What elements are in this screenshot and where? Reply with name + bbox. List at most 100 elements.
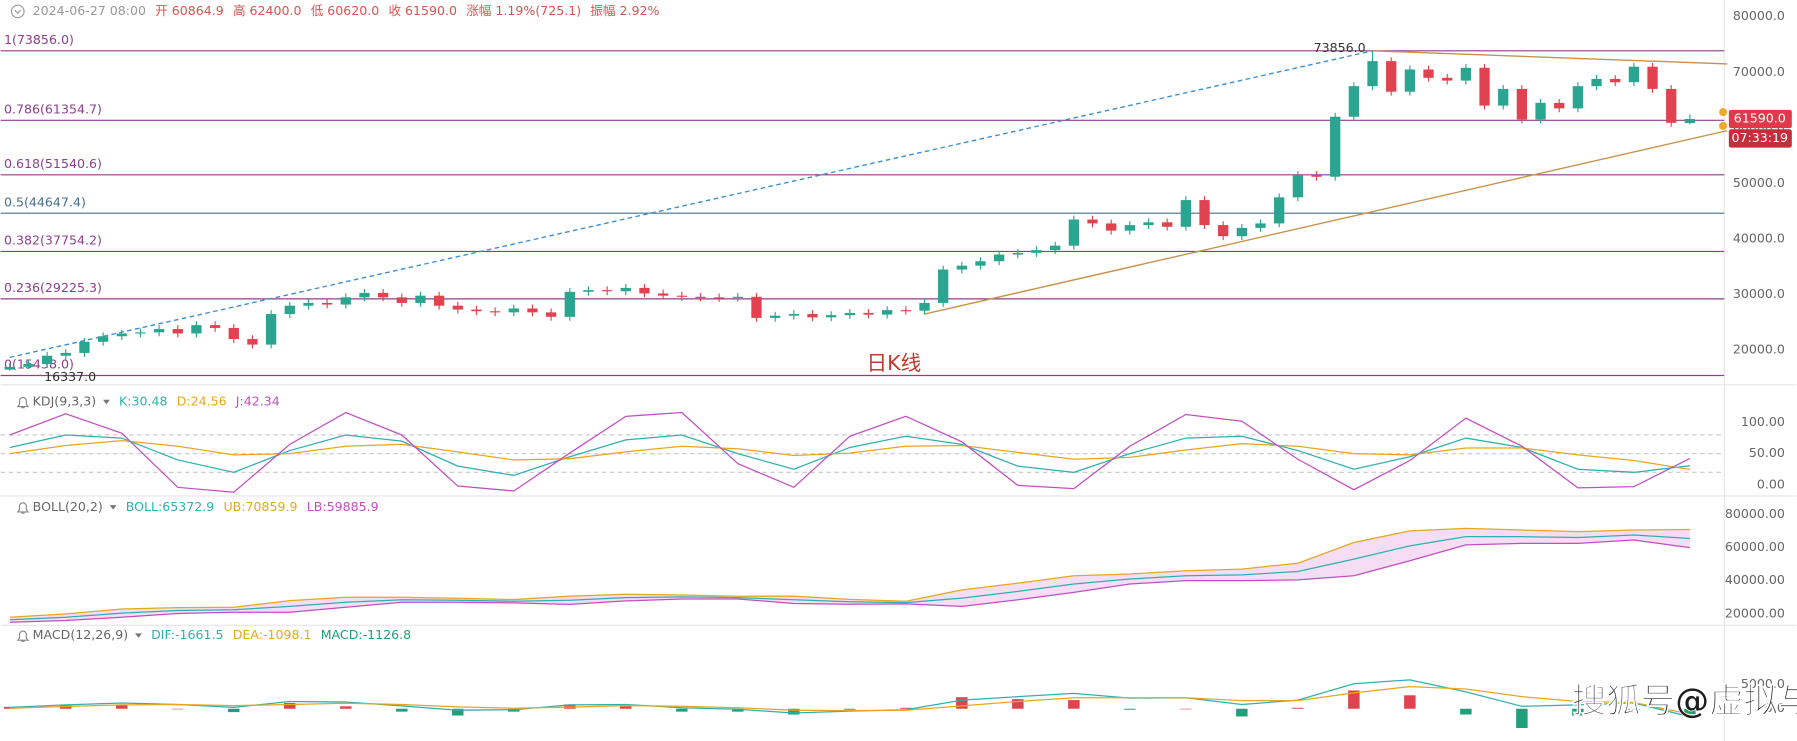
dropdown-icon[interactable] xyxy=(135,633,142,638)
macd-bar xyxy=(1404,695,1416,709)
candle-body xyxy=(527,308,538,313)
macd-bar xyxy=(1292,707,1304,709)
candle-body xyxy=(844,312,855,316)
candle-body xyxy=(601,290,613,292)
candle-body xyxy=(1479,67,1490,106)
icon-circle xyxy=(10,4,25,19)
candle-body xyxy=(1031,250,1042,253)
header-info: 2024-06-27 08:00 xyxy=(33,3,146,18)
bell-icon xyxy=(16,396,30,409)
dropdown-icon[interactable] xyxy=(109,505,117,510)
candle-body xyxy=(396,297,407,303)
candle-body xyxy=(1554,102,1565,109)
candle-body xyxy=(41,355,53,365)
candle-body xyxy=(1143,222,1154,226)
trendline xyxy=(1372,50,1728,65)
macd-bar xyxy=(116,704,128,709)
candle-body xyxy=(657,293,669,296)
indicator-readout: BOLL:65372.9 xyxy=(126,499,215,514)
y-tick-label: 0.00 xyxy=(1757,476,1785,491)
candle-body xyxy=(60,352,71,356)
candle-body xyxy=(732,296,743,298)
candle-body xyxy=(1012,252,1023,255)
candle-body xyxy=(508,308,519,313)
candle-body xyxy=(1068,219,1079,246)
y-tick-label: 40000.0 xyxy=(1733,230,1785,245)
candle-body xyxy=(1330,116,1341,177)
fib-label: 0.5(44647.4) xyxy=(4,194,86,209)
candle-body xyxy=(135,332,146,334)
candle-body xyxy=(695,296,706,298)
y-tick-label: 40000.00 xyxy=(1725,572,1785,587)
candle-body xyxy=(489,311,501,313)
indicator-line xyxy=(9,534,1690,621)
candle-body xyxy=(751,296,762,318)
indicator-readout: UB:70859.9 xyxy=(223,499,297,514)
macd-bar xyxy=(1124,708,1136,710)
indicator-line xyxy=(9,527,1690,618)
candle-body xyxy=(433,295,445,306)
fib-label: 0.236(29225.3) xyxy=(4,280,102,295)
candle-body xyxy=(153,329,165,333)
header-info: 开 60864.9 xyxy=(155,3,224,18)
y-tick-label: 5000.0 xyxy=(1741,676,1785,691)
candle-body xyxy=(994,254,1005,262)
macd-bar xyxy=(788,708,800,715)
macd-bar xyxy=(732,708,744,712)
macd-bar xyxy=(844,708,856,710)
y-tick-label: 70000.0 xyxy=(1733,64,1785,79)
candle-body xyxy=(583,290,594,292)
fib-label: 0.618(51540.6) xyxy=(4,156,102,171)
candle-body xyxy=(620,287,631,292)
candle-body xyxy=(639,287,650,294)
candle-body xyxy=(1535,102,1546,120)
candle-body xyxy=(116,333,127,337)
macd-bar xyxy=(1068,700,1080,709)
last-price-dot xyxy=(1719,108,1728,117)
macd-bar xyxy=(1628,708,1640,710)
candle-body xyxy=(97,336,109,342)
candle-body xyxy=(23,364,34,367)
candle-body xyxy=(1423,69,1434,78)
indicator-readout: J:42.34 xyxy=(235,393,280,408)
candle-body xyxy=(1367,61,1378,87)
indicator-header: BOLL(20,2) BOLL:65372.9 UB:70859.9 LB:59885… xyxy=(16,499,379,514)
y-tick-label: 60000.00 xyxy=(1725,539,1785,554)
candle-body xyxy=(303,302,314,306)
candle-body xyxy=(769,315,781,318)
dropdown-icon[interactable] xyxy=(103,399,110,405)
indicator-line xyxy=(9,539,1690,623)
candle-body xyxy=(1180,200,1192,227)
candle-body xyxy=(1311,175,1322,177)
price-annotation: 73856.0 xyxy=(1314,40,1366,55)
trendline xyxy=(9,50,1373,359)
candle-body xyxy=(1386,61,1397,92)
macd-bar xyxy=(1348,690,1360,709)
header-info: 低 60620.0 xyxy=(311,3,380,18)
bell-icon xyxy=(16,630,30,642)
y-tick-label: 20000.00 xyxy=(1725,605,1785,620)
candle-body xyxy=(1255,223,1266,228)
macd-bar xyxy=(900,707,912,709)
candle-body xyxy=(1628,66,1640,83)
candle-body xyxy=(956,265,967,270)
candle-body xyxy=(1666,88,1677,123)
fib-label: 1(73856.0) xyxy=(4,32,74,47)
collapse-icon[interactable] xyxy=(10,4,25,19)
y-tick-label: 30000.0 xyxy=(1733,286,1785,301)
candle-body xyxy=(863,312,874,315)
candle-body xyxy=(1460,67,1472,81)
candle-body xyxy=(807,314,818,318)
indicator-line xyxy=(9,685,1691,715)
candle-body xyxy=(788,314,799,316)
candle-body xyxy=(1572,86,1584,109)
candle-body xyxy=(1292,175,1304,198)
fib-label: 0(15438.0) xyxy=(4,357,74,372)
indicator-readout: DIF:-1661.5 xyxy=(151,627,223,642)
candle-body xyxy=(79,341,90,353)
candle-body xyxy=(1050,245,1061,251)
indicator-header: KDJ(9,3,3) K:30.48 D:24.56 J:42.34 xyxy=(16,393,280,409)
